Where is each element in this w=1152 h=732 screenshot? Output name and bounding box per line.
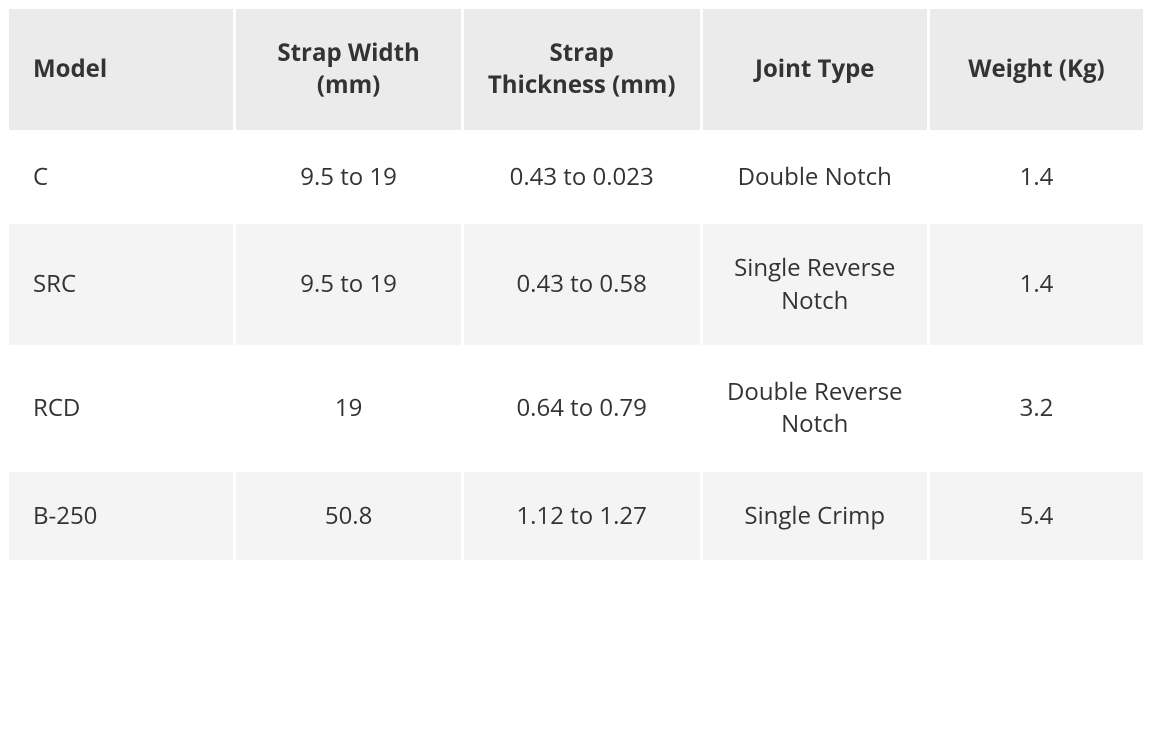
cell-width: 9.5 to 19 bbox=[235, 223, 462, 347]
cell-weight: 3.2 bbox=[928, 346, 1144, 470]
column-header-strap-thickness: Strap Thickness (mm) bbox=[462, 8, 701, 132]
table-header-row: Model Strap Width (mm) Strap Thickness (… bbox=[8, 8, 1145, 132]
cell-model: C bbox=[8, 131, 235, 222]
cell-width: 19 bbox=[235, 346, 462, 470]
cell-joint: Single Crimp bbox=[701, 470, 928, 561]
cell-weight: 5.4 bbox=[928, 470, 1144, 561]
cell-model: SRC bbox=[8, 223, 235, 347]
column-header-model: Model bbox=[8, 8, 235, 132]
cell-thickness: 0.43 to 0.58 bbox=[462, 223, 701, 347]
cell-thickness: 0.43 to 0.023 bbox=[462, 131, 701, 222]
column-header-strap-width: Strap Width (mm) bbox=[235, 8, 462, 132]
table-row: B-250 50.8 1.12 to 1.27 Single Crimp 5.4 bbox=[8, 470, 1145, 561]
cell-weight: 1.4 bbox=[928, 223, 1144, 347]
cell-weight: 1.4 bbox=[928, 131, 1144, 222]
table-row: SRC 9.5 to 19 0.43 to 0.58 Single Revers… bbox=[8, 223, 1145, 347]
cell-joint: Single Reverse Notch bbox=[701, 223, 928, 347]
cell-joint: Double Notch bbox=[701, 131, 928, 222]
column-header-joint-type: Joint Type bbox=[701, 8, 928, 132]
specs-table: Model Strap Width (mm) Strap Thickness (… bbox=[6, 6, 1146, 563]
table-row: RCD 19 0.64 to 0.79 Double Reverse Notch… bbox=[8, 346, 1145, 470]
cell-joint: Double Reverse Notch bbox=[701, 346, 928, 470]
column-header-weight: Weight (Kg) bbox=[928, 8, 1144, 132]
cell-width: 9.5 to 19 bbox=[235, 131, 462, 222]
cell-width: 50.8 bbox=[235, 470, 462, 561]
cell-thickness: 0.64 to 0.79 bbox=[462, 346, 701, 470]
cell-thickness: 1.12 to 1.27 bbox=[462, 470, 701, 561]
cell-model: RCD bbox=[8, 346, 235, 470]
table-row: C 9.5 to 19 0.43 to 0.023 Double Notch 1… bbox=[8, 131, 1145, 222]
cell-model: B-250 bbox=[8, 470, 235, 561]
